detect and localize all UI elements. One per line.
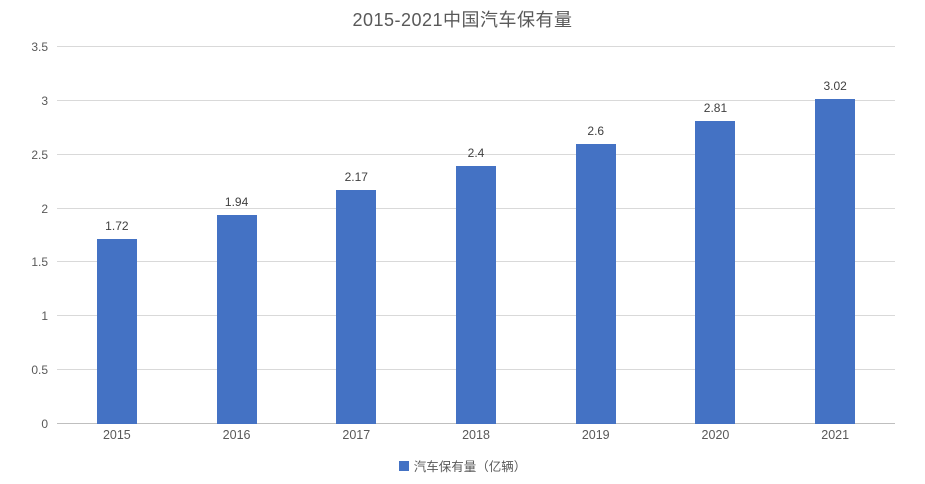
bar-2021 bbox=[815, 98, 856, 424]
data-label: 2.4 bbox=[467, 145, 485, 160]
x-tick-label: 2021 bbox=[821, 428, 850, 442]
gridline bbox=[57, 153, 895, 155]
plot-area: 1.72 1.94 2.17 2.4 2.6 2.81 3.02 bbox=[57, 46, 895, 424]
x-axis: 2015 2016 2017 2018 2019 2020 2021 bbox=[57, 428, 895, 442]
bar-column: 2.6 bbox=[536, 47, 656, 424]
legend-label: 汽车保有量（亿辆） bbox=[413, 460, 527, 474]
x-tick-label: 2015 bbox=[102, 428, 131, 442]
x-tick-label: 2016 bbox=[222, 428, 251, 442]
y-axis: 0 0.5 1 1.5 2 2.5 3 3.5 bbox=[0, 40, 48, 431]
y-tick-label: 0 bbox=[41, 417, 48, 431]
y-tick-label: 2 bbox=[41, 201, 48, 216]
gridline bbox=[57, 99, 895, 101]
bar-2019 bbox=[575, 143, 616, 424]
bar-column: 2.4 bbox=[416, 47, 536, 424]
bar-2017 bbox=[336, 190, 377, 424]
data-label: 1.72 bbox=[105, 218, 129, 233]
x-tick-label: 2017 bbox=[342, 428, 371, 442]
data-label: 2.6 bbox=[587, 123, 605, 138]
gridline bbox=[57, 46, 895, 47]
bar-2015 bbox=[96, 238, 137, 424]
bar-2018 bbox=[456, 165, 497, 424]
bar-column: 1.94 bbox=[177, 47, 297, 424]
bar-column: 1.72 bbox=[57, 47, 177, 424]
y-tick-label: 2.5 bbox=[31, 147, 48, 162]
y-tick-label: 0.5 bbox=[31, 363, 48, 378]
x-tick-label: 2019 bbox=[581, 428, 610, 442]
x-tick-label: 2020 bbox=[701, 428, 730, 442]
bars-layer: 1.72 1.94 2.17 2.4 2.6 2.81 3.02 bbox=[57, 47, 895, 424]
bar-column: 2.17 bbox=[296, 47, 416, 424]
bar-2016 bbox=[216, 215, 257, 424]
chart-title: 2015-2021中国汽车保有量 bbox=[352, 10, 573, 30]
bar-column: 2.81 bbox=[656, 47, 776, 424]
legend-marker-square bbox=[398, 460, 409, 471]
y-tick-label: 1.5 bbox=[31, 255, 48, 270]
legend: 汽车保有量（亿辆） bbox=[0, 456, 925, 475]
data-label: 3.02 bbox=[823, 78, 847, 93]
data-label: 2.81 bbox=[703, 101, 728, 116]
bar-2020 bbox=[695, 121, 736, 424]
x-tick-label: 2018 bbox=[462, 428, 490, 442]
data-label: 2.17 bbox=[344, 170, 368, 185]
bar-column: 3.02 bbox=[775, 47, 895, 424]
y-tick-label: 3.5 bbox=[31, 40, 48, 54]
y-tick-label: 3 bbox=[41, 93, 48, 108]
y-tick-label: 1 bbox=[41, 309, 48, 324]
data-label: 1.94 bbox=[224, 195, 249, 210]
